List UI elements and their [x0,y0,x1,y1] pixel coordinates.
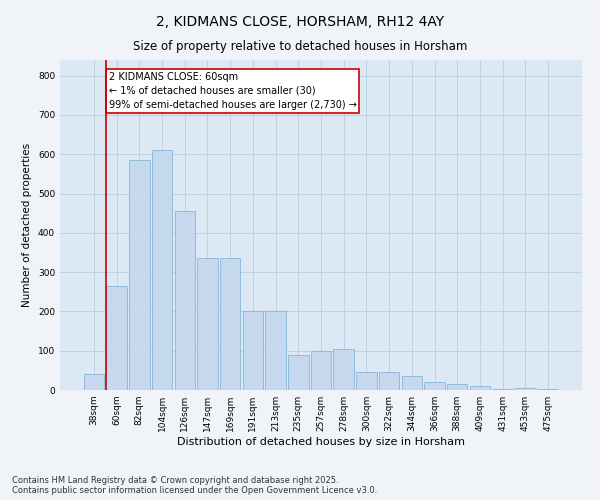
Bar [265,312,286,390]
Bar [334,349,354,390]
Bar [493,389,513,390]
Bar [401,376,422,390]
Bar [515,388,536,390]
Bar [447,384,467,390]
Bar [220,258,241,390]
Bar [288,354,308,390]
Bar [379,372,400,390]
Bar [242,312,263,390]
Bar [84,374,104,390]
Text: Size of property relative to detached houses in Horsham: Size of property relative to detached ho… [133,40,467,53]
Text: Contains HM Land Registry data © Crown copyright and database right 2025.
Contai: Contains HM Land Registry data © Crown c… [12,476,377,495]
Bar [129,160,149,390]
Text: 2 KIDMANS CLOSE: 60sqm
← 1% of detached houses are smaller (30)
99% of semi-deta: 2 KIDMANS CLOSE: 60sqm ← 1% of detached … [109,72,356,110]
X-axis label: Distribution of detached houses by size in Horsham: Distribution of detached houses by size … [177,437,465,447]
Bar [470,386,490,390]
Bar [197,258,218,390]
Bar [538,389,558,390]
Bar [152,150,172,390]
Y-axis label: Number of detached properties: Number of detached properties [22,143,32,307]
Bar [311,350,331,390]
Text: 2, KIDMANS CLOSE, HORSHAM, RH12 4AY: 2, KIDMANS CLOSE, HORSHAM, RH12 4AY [156,15,444,29]
Bar [175,211,195,390]
Bar [106,286,127,390]
Bar [356,372,377,390]
Bar [424,382,445,390]
